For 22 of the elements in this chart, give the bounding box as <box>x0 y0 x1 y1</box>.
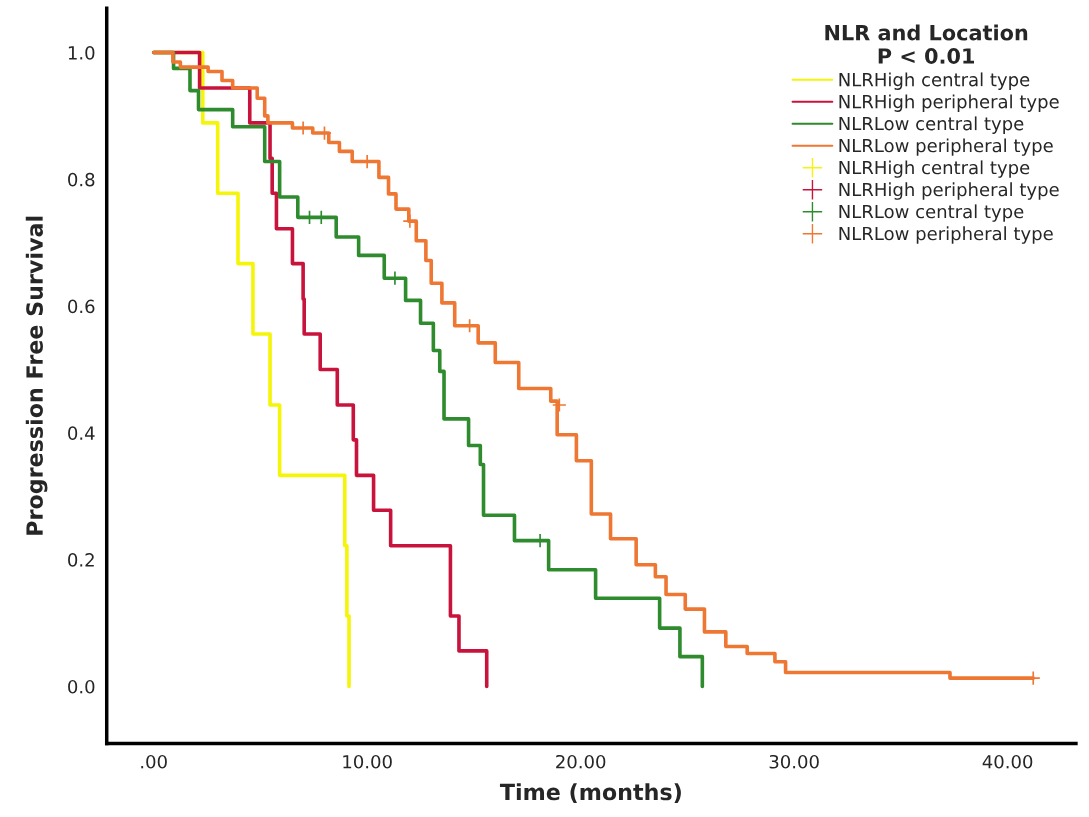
x-tick-label: 10.00 <box>343 754 392 769</box>
legend-label: NLRHigh central type <box>839 160 1030 178</box>
legend-label: NLRLow central type <box>839 116 1024 134</box>
y-tick-label: 0.0 <box>68 679 95 694</box>
legend-label: NLRHigh peripheral type <box>839 94 1059 112</box>
x-tick-label: 30.00 <box>769 754 819 769</box>
x-tick-label: 20.00 <box>556 754 606 769</box>
y-tick-label: 0.6 <box>68 299 95 314</box>
y-axis-title: Progression Free Survival <box>25 216 48 535</box>
x-tick-label: 40.00 <box>982 754 1033 769</box>
legend-label: NLRLow peripheral type <box>839 138 1053 156</box>
x-axis-title: Time (months) <box>499 783 681 803</box>
y-tick-label: 1.0 <box>68 46 95 60</box>
legend-label: NLRHigh central type <box>839 72 1030 90</box>
legend-label: NLRLow central type <box>839 204 1024 222</box>
legend-title: NLR and Location P < 0.01 <box>825 24 1028 64</box>
legend-label: NLRHigh peripheral type <box>839 182 1059 200</box>
legend-label: NLRLow peripheral type <box>839 226 1053 244</box>
y-tick-label: 0.4 <box>68 426 95 440</box>
x-tick-label: .00 <box>141 754 167 769</box>
y-tick-label: 0.2 <box>68 553 94 567</box>
y-tick-label: 0.8 <box>68 172 95 187</box>
